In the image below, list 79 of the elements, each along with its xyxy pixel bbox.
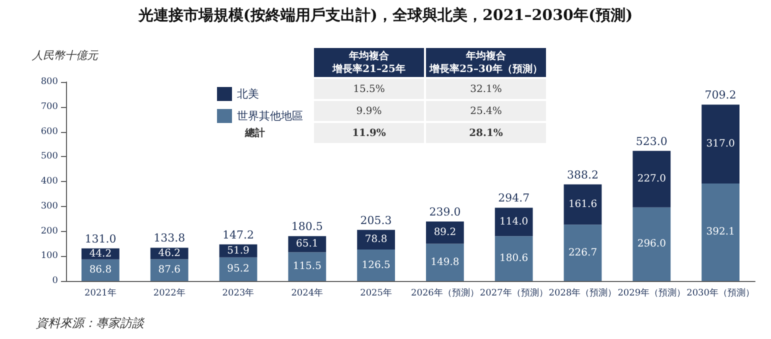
total-label: 523.0 (636, 134, 668, 148)
annotation: 總計 (244, 126, 266, 140)
data-label: 115.5 (292, 261, 322, 272)
data-label: 317.0 (706, 138, 735, 150)
x-tick-label: 2022年 (153, 288, 186, 298)
bar (219, 257, 258, 281)
data-label: 51.9 (227, 245, 250, 256)
bar (357, 230, 395, 250)
y-tick-label: 600 (40, 126, 58, 137)
bar (564, 224, 602, 281)
y-tick-label: 0 (52, 276, 58, 286)
data-label: 78.8 (364, 234, 388, 246)
y-tick-label: 100 (40, 251, 58, 262)
table-cell: 32.1% (426, 79, 546, 99)
data-label: 89.2 (434, 227, 456, 238)
data-label: 44.2 (89, 248, 112, 260)
data-label: 227.0 (637, 174, 666, 185)
bar (288, 252, 326, 281)
x-tick-label: 2029年（預測） (618, 288, 686, 298)
total-label: 239.0 (429, 206, 461, 219)
bar (426, 222, 464, 244)
table-cell: 15.5% (314, 79, 424, 99)
source-note: 資料來源：專家訪談 (36, 315, 144, 332)
y-tick-label: 500 (40, 152, 58, 162)
bar (426, 244, 464, 281)
bar (632, 207, 671, 281)
y-tick-label: 200 (40, 226, 58, 236)
legend-label: 北美 (237, 88, 259, 100)
data-label: 296.0 (637, 238, 666, 250)
y-tick-label: 800 (40, 77, 58, 87)
bar (702, 104, 740, 184)
data-label: 180.6 (500, 253, 528, 264)
data-label: 86.8 (89, 264, 112, 276)
total-label: 205.3 (360, 214, 392, 227)
data-label: 126.5 (362, 260, 390, 271)
data-label: 65.1 (296, 238, 318, 250)
x-tick-label: 2024年 (291, 288, 324, 298)
data-label: 114.0 (500, 216, 528, 228)
data-label: 95.2 (227, 264, 250, 275)
bar (150, 259, 188, 281)
data-label: 226.7 (568, 247, 598, 258)
total-label: 133.8 (154, 232, 186, 245)
y-tick-label: 700 (40, 102, 58, 112)
x-tick-label: 2030年（預測） (686, 288, 755, 298)
table-cell: 9.9% (314, 101, 424, 121)
x-tick-label: 2027年（預測） (480, 288, 548, 298)
bar (632, 150, 671, 208)
x-tick-label: 2021年 (84, 288, 116, 298)
total-label: 180.5 (291, 220, 323, 234)
table-cell: 11.9% (314, 123, 424, 143)
table-cell: 28.1% (426, 123, 546, 143)
bar (494, 236, 533, 281)
table-header-cell: 年均複合 增長率21–25年 (314, 48, 424, 77)
x-tick-label: 2028年（預測） (548, 288, 617, 298)
bar (564, 184, 602, 225)
data-label: 161.6 (568, 199, 598, 210)
x-tick-label: 2025年 (360, 288, 392, 298)
total-label: 131.0 (84, 232, 116, 246)
data-label: 149.8 (430, 256, 460, 268)
bar (702, 183, 740, 281)
total-label: 294.7 (498, 192, 530, 205)
bar (357, 250, 395, 281)
total-label: 709.2 (704, 88, 736, 102)
chart-title: 光連接市場規模(按終端用戶支出計)，全球與北美，2021–2030年(預測) (137, 6, 634, 25)
data-label: 392.1 (706, 226, 735, 238)
bar (494, 208, 533, 236)
table-cell: 25.4% (426, 101, 546, 121)
table-header-cell: 年均複合 增長率25–30年（預測） (426, 48, 546, 77)
total-label: 388.2 (567, 168, 598, 182)
x-tick-label: 2026年（預測） (410, 288, 479, 298)
total-label: 147.2 (222, 228, 254, 242)
y-tick-label: 400 (40, 176, 58, 186)
legend-label: 世界其他地區 (237, 110, 303, 122)
x-tick-label: 2023年 (222, 288, 254, 298)
y-tick-label: 300 (40, 201, 58, 212)
bar (288, 236, 326, 252)
y-axis-title: 人民幣十億元 (32, 48, 98, 63)
data-label: 46.2 (158, 248, 180, 259)
data-label: 87.6 (158, 264, 180, 276)
